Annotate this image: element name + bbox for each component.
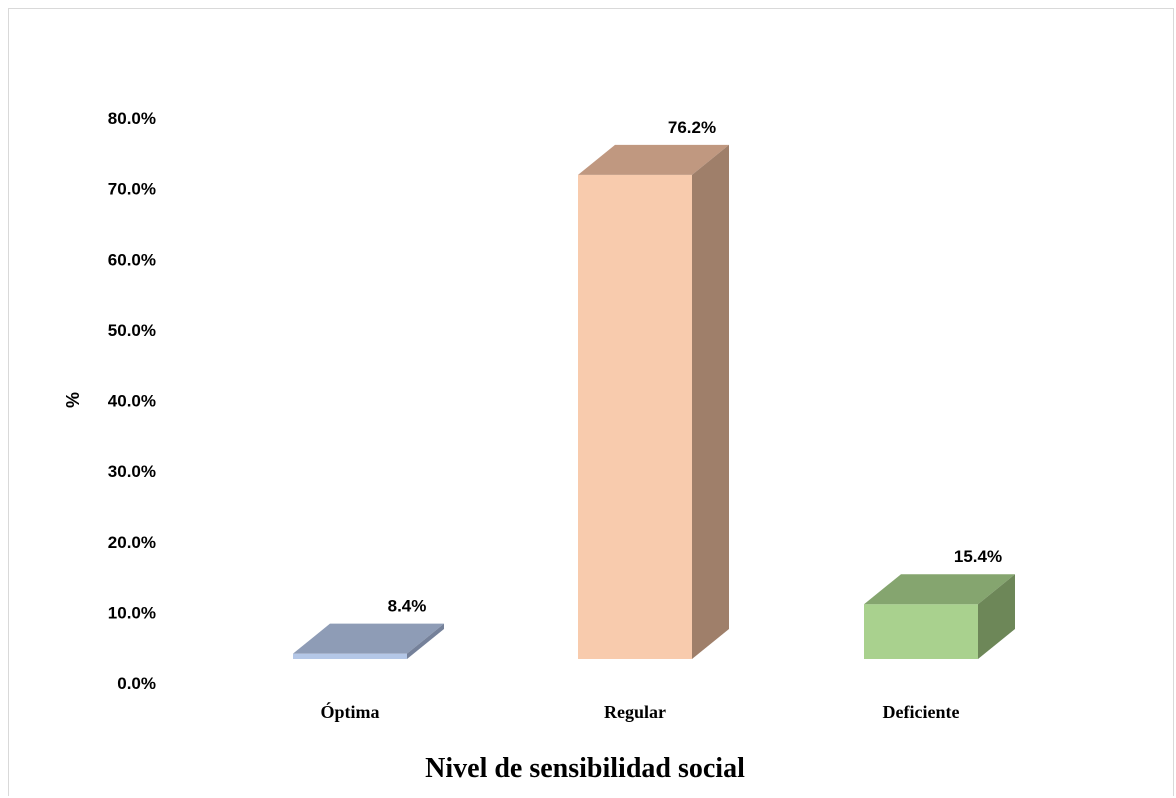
bar-top-face	[864, 574, 1015, 605]
bars	[293, 144, 1015, 659]
y-tick-label: 30.0%	[108, 462, 156, 481]
bar-front-face	[578, 174, 692, 659]
y-tick-label: 20.0%	[108, 533, 156, 552]
y-axis-ticks: 0.0% 10.0% 20.0% 30.0% 40.0% 50.0% 60.0% 70.0% 8…	[108, 109, 156, 693]
bar-front-face	[293, 653, 407, 659]
bar-1	[293, 623, 444, 659]
y-tick-label: 50.0%	[108, 321, 156, 340]
bar-top-face	[293, 623, 444, 654]
category-label: Óptima	[320, 701, 379, 722]
bar-3	[864, 574, 1015, 659]
bar-side-face	[692, 144, 729, 659]
y-tick-label: 0.0%	[117, 674, 156, 693]
bar-2	[578, 144, 729, 659]
bar-front-face	[864, 604, 978, 659]
category-label: Regular	[604, 702, 666, 722]
bar-side-face	[407, 623, 444, 659]
data-label: 15.4%	[954, 547, 1002, 566]
category-label: Deficiente	[883, 702, 960, 722]
bar-side-face	[978, 574, 1015, 659]
data-labels: 8.4% 76.2% 15.4%	[388, 118, 1002, 616]
x-axis-title: Nivel de sensibilidad social	[425, 753, 745, 784]
y-tick-label: 60.0%	[108, 250, 156, 269]
y-tick-label: 70.0%	[108, 180, 156, 199]
bar-top-face	[578, 144, 729, 175]
data-label: 76.2%	[668, 118, 716, 137]
y-tick-label: 40.0%	[108, 392, 156, 411]
x-axis-category-labels: Óptima Regular Deficiente	[320, 701, 959, 722]
y-tick-label: 10.0%	[108, 603, 156, 622]
y-tick-label: 80.0%	[108, 109, 156, 128]
data-label: 8.4%	[388, 597, 427, 616]
y-axis-title: %	[63, 392, 83, 408]
